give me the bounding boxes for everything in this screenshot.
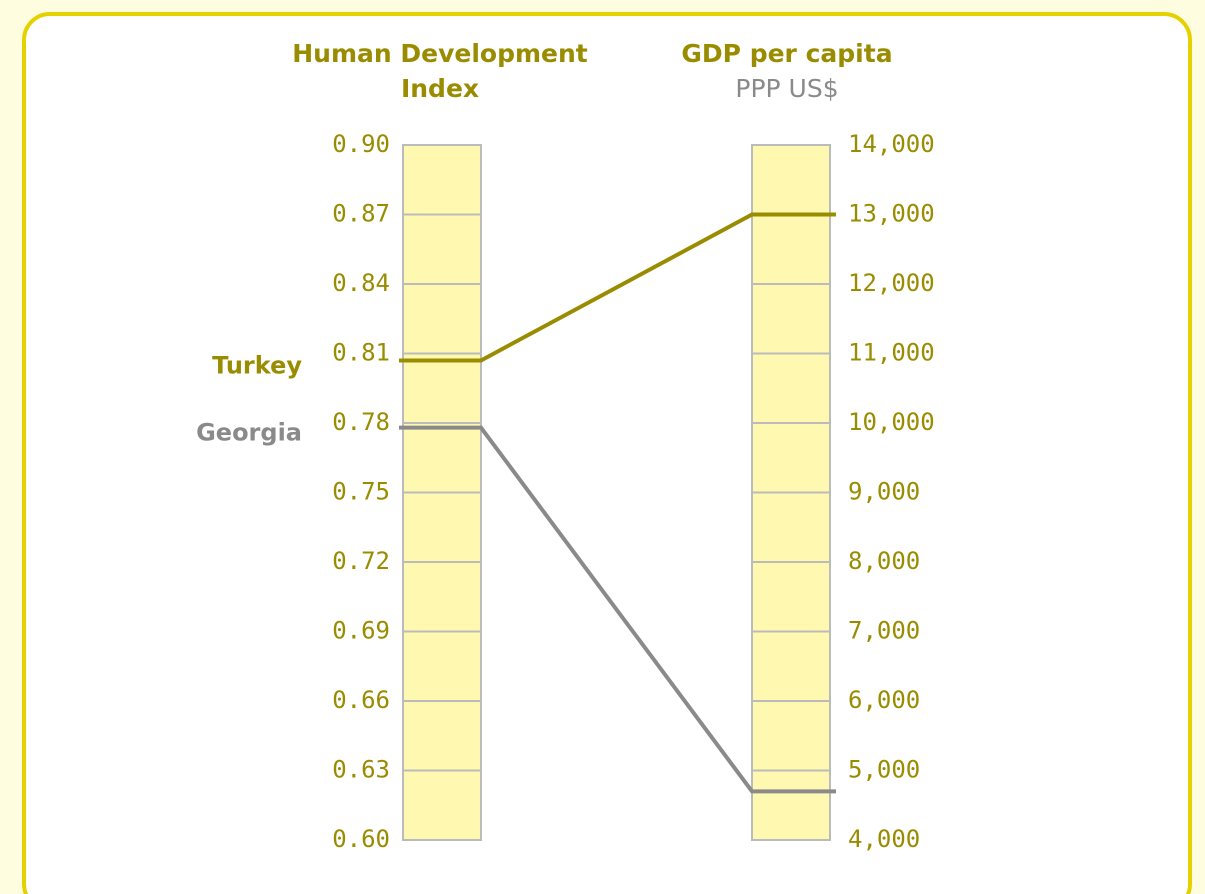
y2-axis-title: GDP per capita [681, 39, 893, 68]
y-tick-label: 0.90 [332, 130, 390, 158]
y2-tick-label: 6,000 [848, 686, 920, 714]
y2-tick-label: 10,000 [848, 408, 935, 436]
y2-tick-label: 8,000 [848, 547, 920, 575]
y2-tick-label: 11,000 [848, 339, 935, 367]
y-tick-label: 0.75 [332, 478, 390, 506]
y-tick-label: 0.63 [332, 756, 390, 784]
series-label: Georgia [196, 419, 302, 447]
y2-tick-label: 7,000 [848, 617, 920, 645]
y2-tick-label: 5,000 [848, 756, 920, 784]
y-tick-label: 0.81 [332, 339, 390, 367]
y2-tick-label: 13,000 [848, 200, 935, 228]
series-line [399, 212, 836, 363]
y-tick-label: 0.69 [332, 617, 390, 645]
y2-tick-label: 14,000 [848, 130, 935, 158]
y-tick-label: 0.78 [332, 408, 390, 436]
series-label: Turkey [212, 351, 302, 379]
series-line [399, 425, 836, 794]
y2-tick-label: 12,000 [848, 269, 935, 297]
y-axis-title: Human Development Index [292, 39, 588, 103]
y2-axis-subtitle: PPP US$ [735, 74, 839, 103]
y2-tick-label: 9,000 [848, 478, 920, 506]
y-tick-label: 0.84 [332, 269, 390, 297]
y-tick-label: 0.60 [332, 825, 390, 853]
frame [22, 12, 1192, 894]
y-tick-label: 0.72 [332, 547, 390, 575]
y-tick-label: 0.87 [332, 200, 390, 228]
y2-tick-label: 4,000 [848, 825, 920, 853]
y-tick-label: 0.66 [332, 686, 390, 714]
